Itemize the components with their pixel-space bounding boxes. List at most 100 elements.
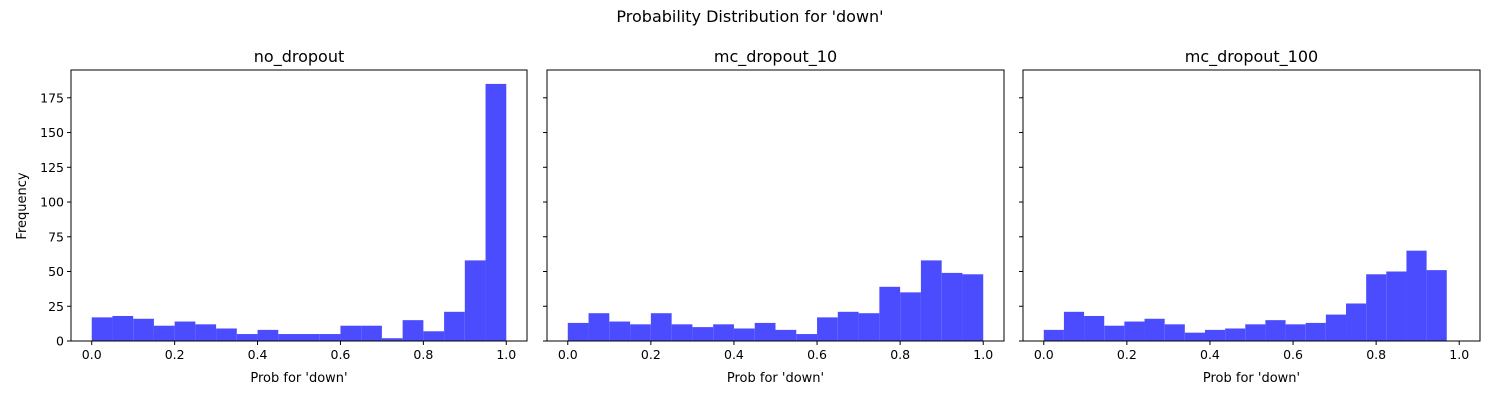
histogram-bar — [609, 321, 631, 341]
histogram-bar — [1406, 250, 1427, 341]
x-tick-label: 0.2 — [641, 347, 661, 362]
histogram-bar — [1124, 321, 1145, 341]
histogram-bar — [567, 322, 589, 341]
y-tick-label: 150 — [40, 125, 64, 140]
histogram-bar — [900, 292, 921, 341]
panel-no-dropout: no_dropout Prob for 'down' Frequency 0.0… — [15, 47, 528, 386]
histogram-bar — [1366, 274, 1387, 341]
x-tick-label: 0.2 — [1117, 347, 1137, 362]
histogram-bar — [733, 328, 755, 341]
histogram-bar — [91, 317, 113, 341]
x-tick-label: 0.0 — [558, 347, 578, 362]
y-tick-label: 25 — [48, 299, 64, 314]
histogram-bar — [775, 329, 797, 341]
histogram-bar — [133, 318, 154, 341]
histogram-bar — [1164, 324, 1185, 341]
x-tick-label: 1.0 — [496, 347, 516, 362]
histogram-bar — [402, 320, 424, 341]
x-tick-label: 0.4 — [248, 347, 268, 362]
x-axis-label: Prob for 'down' — [250, 371, 347, 386]
y-axis-label: Frequency — [15, 172, 30, 239]
histogram-bar — [319, 334, 341, 341]
axes-frame — [546, 69, 1005, 342]
histogram-bar — [796, 334, 818, 341]
histogram-bar — [858, 313, 880, 341]
panel-title: no_dropout — [254, 47, 344, 67]
histogram-bar — [153, 325, 175, 341]
histogram-bar — [962, 274, 984, 341]
histogram-bar — [1346, 303, 1367, 341]
x-axis-label: Prob for 'down' — [1203, 371, 1300, 386]
x-tick-label: 0.8 — [1366, 347, 1386, 362]
panel-title: mc_dropout_10 — [714, 47, 837, 67]
histogram-bar — [257, 329, 279, 341]
histogram-bar — [650, 313, 672, 341]
y-tick-label: 75 — [48, 229, 64, 244]
histogram-bar — [630, 324, 651, 341]
histogram-bar — [340, 325, 362, 341]
histogram-bar — [713, 324, 734, 341]
x-tick-label: 0.0 — [1034, 347, 1054, 362]
histogram-bar — [1325, 314, 1347, 341]
histogram-bar — [671, 324, 693, 341]
histogram-bar — [692, 327, 714, 341]
x-tick-label: 0.8 — [890, 347, 910, 362]
panel-title: mc_dropout_100 — [1185, 47, 1318, 67]
histogram-bar — [1043, 329, 1064, 341]
histogram-bar — [195, 324, 217, 341]
histogram-bar — [1204, 329, 1226, 341]
histogram-bar — [588, 313, 610, 341]
x-tick-label: 1.0 — [1449, 347, 1469, 362]
histogram-bar — [112, 315, 134, 341]
x-tick-label: 0.4 — [1200, 347, 1220, 362]
histogram-bar — [485, 83, 507, 342]
x-axis-label: Prob for 'down' — [727, 371, 824, 386]
y-tick-label: 0 — [56, 334, 64, 349]
x-tick-label: 0.8 — [413, 347, 433, 362]
panel-mc-dropout-10: mc_dropout_10 Prob for 'down' 0.0 0.2 0.4 0… — [543, 47, 1005, 386]
y-tick-label: 175 — [40, 90, 64, 105]
x-tick-label: 0.0 — [82, 347, 102, 362]
histogram-bar — [423, 331, 445, 341]
histogram-bar — [941, 272, 963, 341]
histogram-bar — [361, 325, 382, 341]
x-tick-label: 0.6 — [807, 347, 827, 362]
x-tick-label: 0.6 — [1283, 347, 1303, 362]
x-tick-label: 0.6 — [331, 347, 351, 362]
histogram-bar — [1386, 271, 1407, 341]
histogram-bar — [299, 334, 320, 341]
histogram-bar — [1305, 322, 1326, 341]
axes-frame — [70, 69, 528, 342]
histogram-bar — [1426, 270, 1447, 341]
histogram-bar — [754, 322, 776, 341]
x-tick-label: 0.4 — [724, 347, 744, 362]
figure-suptitle: Probability Distribution for 'down' — [616, 7, 883, 26]
y-tick-label: 125 — [40, 160, 64, 175]
histogram-bar — [236, 334, 258, 341]
histogram-bar — [381, 338, 403, 341]
histogram-bar — [216, 328, 237, 341]
x-tick-label: 1.0 — [973, 347, 993, 362]
histogram-bar — [1265, 320, 1286, 341]
x-tick-label: 0.2 — [165, 347, 185, 362]
histogram-bar — [1144, 318, 1165, 341]
histogram-bar — [1285, 324, 1306, 341]
histogram-bar — [1063, 311, 1085, 341]
histogram-bar — [1225, 328, 1246, 341]
histogram-bar — [817, 317, 838, 341]
histogram-bar — [464, 260, 486, 341]
histogram-bar — [174, 321, 196, 341]
histogram-bar — [879, 286, 901, 341]
axes-frame — [1022, 69, 1481, 342]
histogram-bar — [1245, 324, 1266, 341]
histogram-bar — [1104, 325, 1125, 341]
histogram-bar — [920, 260, 942, 341]
histogram-bar — [1184, 332, 1205, 341]
histogram-bar — [1084, 315, 1105, 341]
histogram-bar — [278, 334, 299, 341]
histogram-bar — [444, 311, 465, 341]
y-tick-label: 50 — [48, 264, 64, 279]
histogram-bar — [837, 311, 859, 341]
panel-mc-dropout-100: mc_dropout_100 Prob for 'down' 0.0 0.2 0.4… — [1019, 47, 1481, 386]
